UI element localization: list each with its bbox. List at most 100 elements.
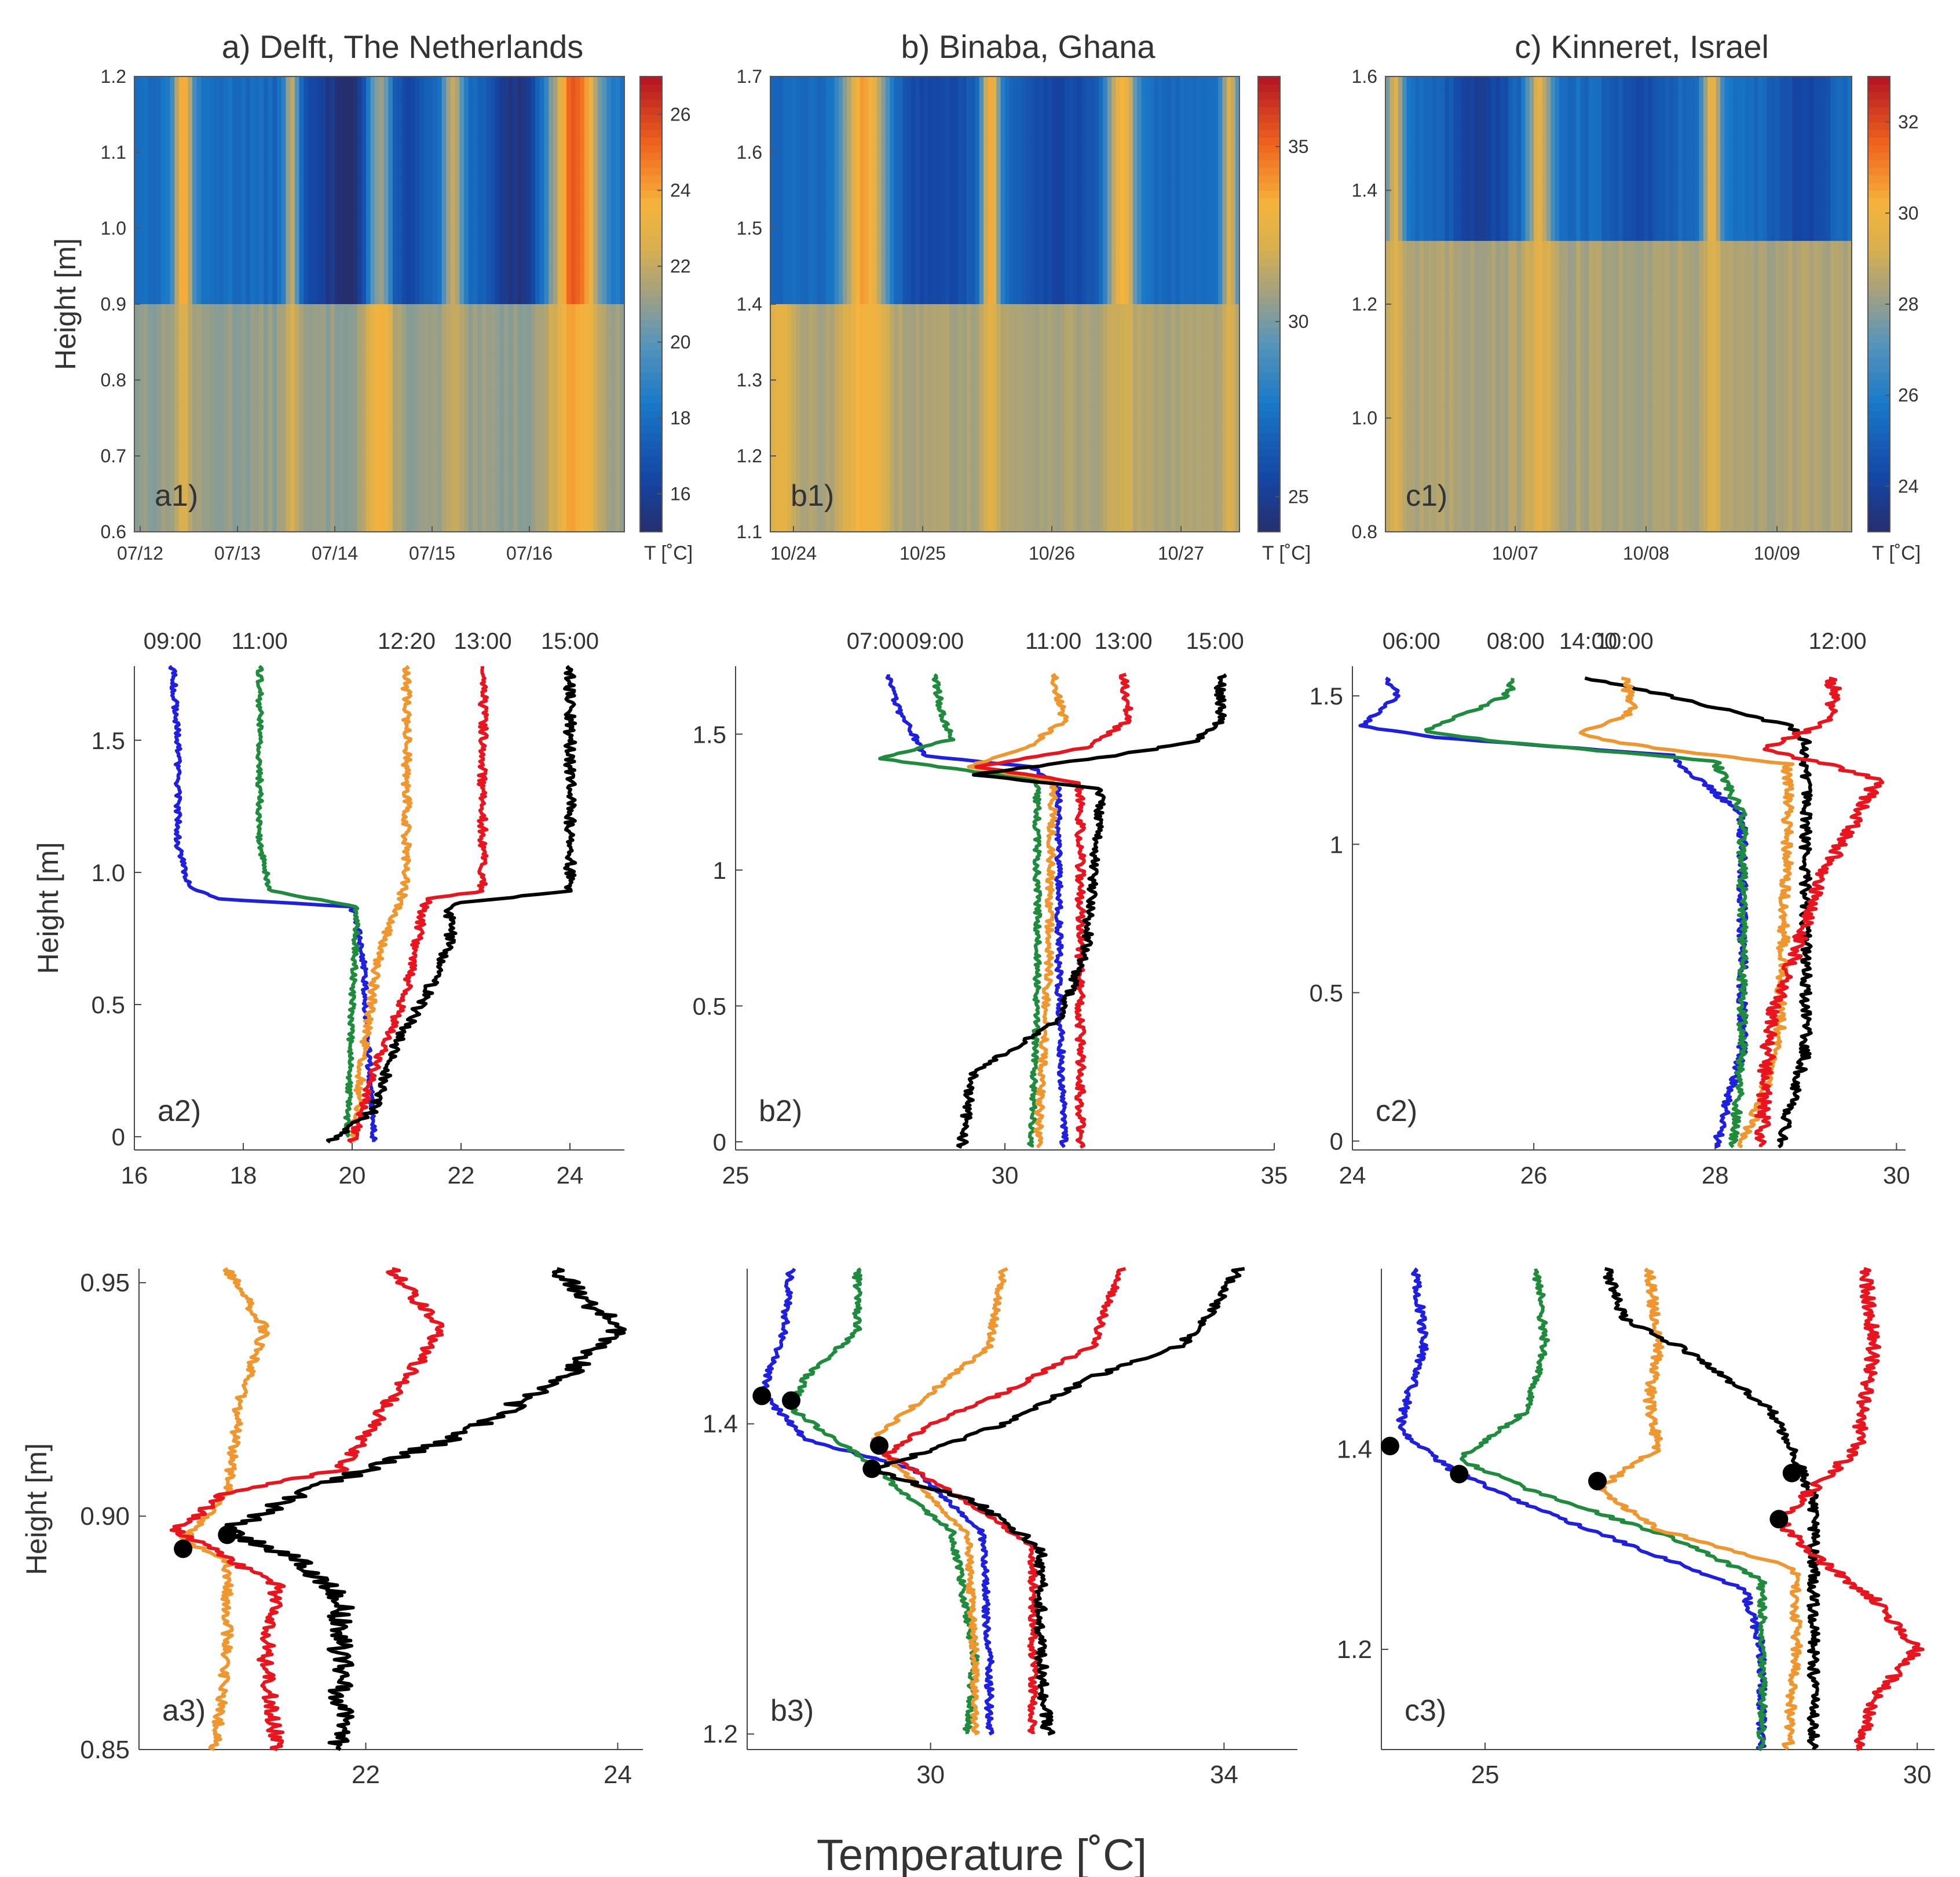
heatmap-cell [383,443,389,457]
heatmap-cell [161,291,166,305]
heatmap-cell [620,506,625,520]
heatmap-cell [580,101,585,115]
heatmap-cell [602,342,607,355]
heatmap-cell [787,140,792,153]
heatmap-cell [365,443,371,457]
heatmap-cell [223,405,229,419]
heatmap-cell [437,228,443,242]
heatmap-cell [575,76,580,90]
heatmap-cell [134,216,140,229]
heatmap-cell [783,140,788,153]
heatmap-cell [535,468,540,482]
heatmap-cell [553,418,558,431]
heatmap-cell [615,456,620,469]
heatmap-cell [232,405,237,419]
heatmap-cell [517,405,522,419]
heatmap-cell [800,355,805,368]
heatmap-cell [317,329,322,343]
heatmap-cell [236,392,242,406]
heatmap-cell [335,519,340,532]
heatmap-cell [335,355,340,368]
heatmap-cell [294,140,300,153]
heatmap-cell [800,253,805,267]
heatmap-cell [491,392,496,406]
heatmap-cell [804,481,809,495]
heatmap-cell [272,506,277,520]
heatmap-cell [620,380,625,393]
heatmap-cell [531,253,536,267]
heatmap-cell [531,228,536,242]
heatmap-cell [446,127,451,140]
heatmap-cell [406,177,411,191]
heatmap-cell [361,165,367,178]
heatmap-cell [192,443,198,457]
heatmap-cell [246,266,251,279]
heatmap-cell [787,430,792,444]
heatmap-cell [796,279,801,292]
heatmap-cell [610,152,616,166]
heatmap-cell [535,519,540,532]
heatmap-cell [134,519,140,532]
heatmap-cell [455,367,460,381]
heatmap-cell [877,228,882,242]
heatmap-cell [219,468,224,482]
heatmap-cell [357,443,362,457]
heatmap-cell [272,494,277,507]
heatmap-cell [504,456,509,469]
heatmap-cell [264,140,269,153]
heatmap-cell [774,140,780,153]
heatmap-cell [813,519,818,532]
heatmap-cell [383,342,389,355]
heatmap-cell [868,418,873,431]
heatmap-cell [557,190,562,203]
heatmap-cell [855,140,861,153]
heatmap-cell [388,240,393,254]
heatmap-cell [236,468,242,482]
heatmap-cell [156,418,162,431]
heatmap-cell [201,203,206,216]
heatmap-cell [335,380,340,393]
heatmap-cell [473,253,478,267]
heatmap-cell [254,506,259,520]
heatmap-cell [557,228,562,242]
heatmap-cell [383,240,389,254]
heatmap-cell [241,304,246,317]
heatmap-cell [566,405,572,419]
heatmap-cell [860,355,865,368]
heatmap-cell [531,279,536,292]
heatmap-cell [339,481,345,495]
heatmap-cell [388,355,393,368]
heatmap-cell [615,203,620,216]
heatmap-cell [526,177,532,191]
heatmap-cell [539,355,545,368]
heatmap-cell [486,519,491,532]
heatmap-cell [486,89,491,103]
heatmap-cell [539,165,545,178]
heatmap-cell [491,152,496,166]
heatmap-cell [606,152,612,166]
heatmap-cell [441,177,447,191]
heatmap-cell [156,468,162,482]
heatmap-cell [277,152,282,166]
heatmap-cell [843,468,848,482]
heatmap-cell [437,177,443,191]
heatmap-cell [615,253,620,267]
heatmap-cell [796,456,801,469]
heatmap-cell [303,456,309,469]
heatmap-cell [138,240,144,254]
heatmap-cell [357,114,362,127]
heatmap-cell [517,418,522,431]
heatmap-cell [357,494,362,507]
heatmap-cell [343,291,349,305]
heatmap-cell [535,355,540,368]
heatmap-cell [522,316,527,330]
heatmap-cell [228,127,233,140]
heatmap-cell [259,76,264,90]
heatmap-cell [868,190,873,203]
heatmap-cell [317,89,322,103]
heatmap-cell [860,216,865,229]
heatmap-cell [339,152,345,166]
heatmap-cell [804,140,809,153]
heatmap-cell [513,430,518,444]
heatmap-cell [834,506,839,520]
